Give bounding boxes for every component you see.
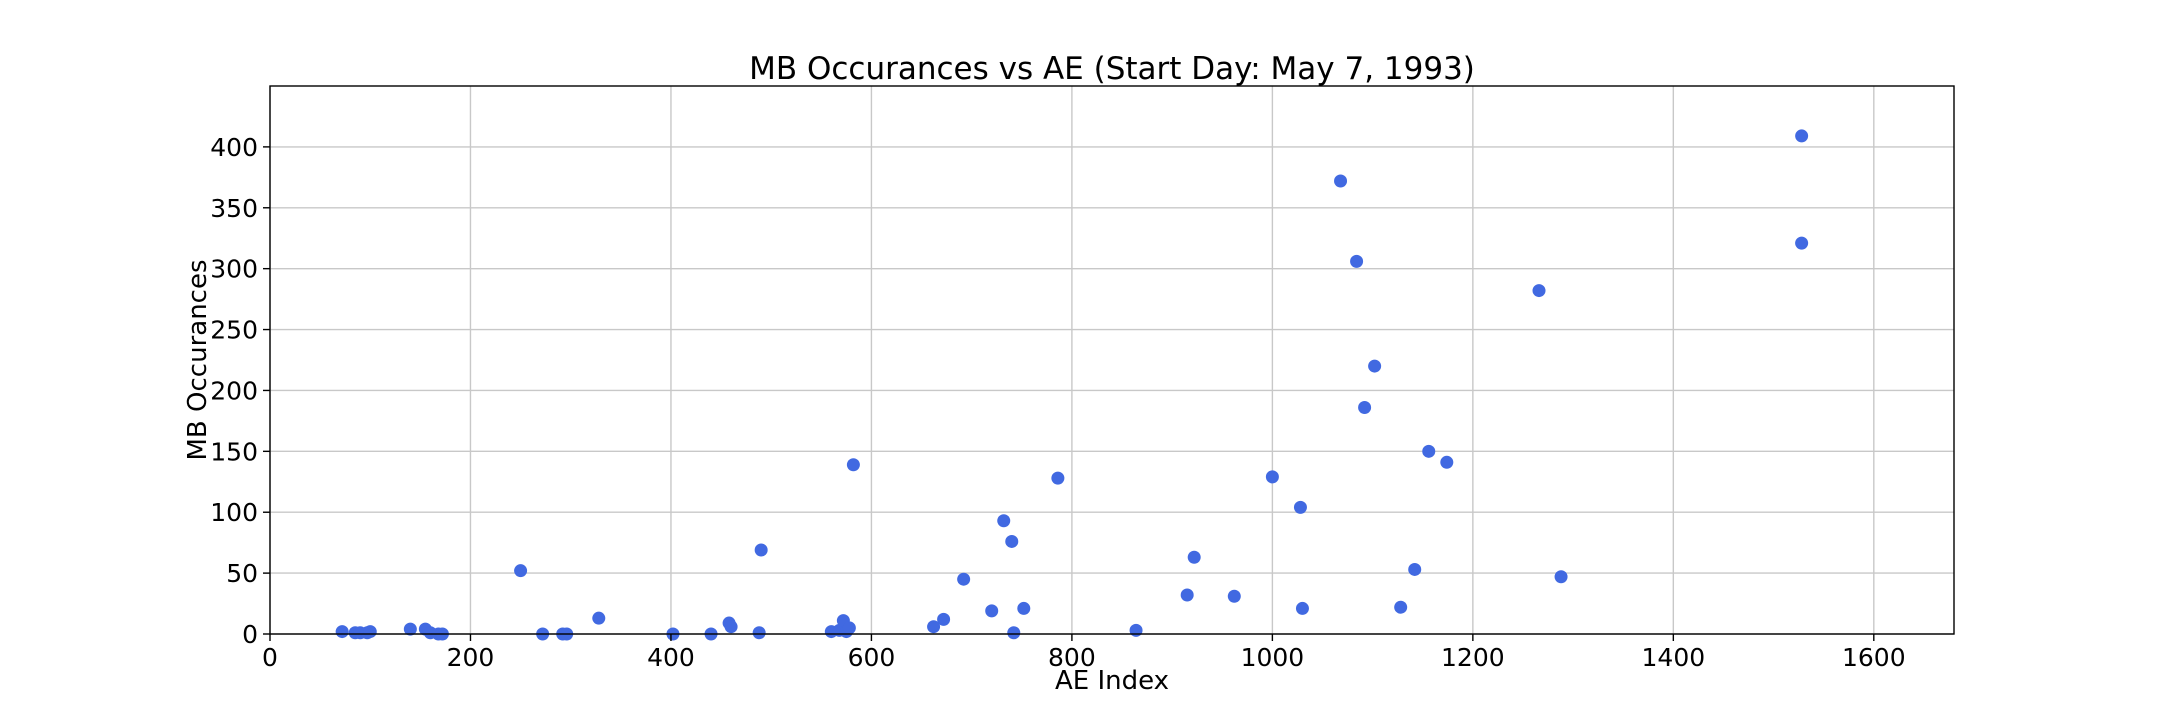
x-axis-title: AE Index: [1055, 666, 1169, 696]
data-point: [927, 620, 941, 634]
axis-ticks: 0 200 400 600 800 1000 1200 1400 1600 0 50 100 150 20…: [210, 133, 1905, 672]
data-point: [937, 612, 951, 626]
x-tick-label: 1200: [1441, 643, 1505, 672]
data-point: [1180, 588, 1194, 602]
x-tick-label: 800: [1048, 643, 1096, 672]
y-tick-label: 100: [210, 498, 258, 527]
y-tick-label: 150: [210, 437, 258, 466]
data-point: [1422, 444, 1436, 458]
chart-title: MB Occurances vs AE (Start Day: May 7, 1…: [749, 51, 1475, 87]
y-axis-title: MB Occurances: [183, 259, 213, 460]
data-point: [724, 620, 738, 634]
data-point: [957, 572, 971, 586]
data-point: [1129, 623, 1143, 637]
data-point: [403, 622, 417, 636]
x-tick-label: 0: [262, 643, 278, 672]
data-point: [1293, 500, 1307, 514]
x-tick-label: 400: [647, 643, 695, 672]
data-point: [1795, 129, 1809, 143]
data-point: [1368, 359, 1382, 373]
data-point: [1532, 284, 1546, 298]
data-point: [514, 564, 528, 578]
y-tick-label: 300: [210, 255, 258, 284]
data-point: [1187, 550, 1201, 564]
data-point: [1005, 534, 1019, 548]
data-point: [1265, 470, 1279, 484]
x-tick-label: 1000: [1241, 643, 1305, 672]
data-point: [1358, 400, 1372, 414]
plot-frame: [269, 85, 1955, 635]
data-point: [592, 611, 606, 625]
data-point: [1007, 626, 1021, 640]
x-tick-label: 200: [447, 643, 495, 672]
data-point: [754, 543, 768, 557]
data-point: [1334, 174, 1348, 188]
data-point: [363, 625, 377, 639]
x-tick-label: 1600: [1842, 643, 1906, 672]
data-points: [335, 129, 1809, 641]
data-point: [1795, 236, 1809, 250]
data-point: [1394, 600, 1408, 614]
data-point: [1350, 254, 1364, 268]
y-tick-label: 250: [210, 316, 258, 345]
y-tick-label: 400: [210, 133, 258, 162]
y-tick-label: 200: [210, 376, 258, 405]
data-point: [1408, 562, 1422, 576]
data-point: [1554, 570, 1568, 584]
data-point: [1051, 471, 1065, 485]
data-point: [846, 458, 860, 472]
data-point: [335, 625, 349, 639]
x-tick-label: 1400: [1642, 643, 1706, 672]
y-tick-label: 0: [242, 620, 258, 649]
x-tick-label: 600: [848, 643, 896, 672]
data-point: [1295, 601, 1309, 615]
grid: [269, 86, 1954, 635]
y-tick-label: 350: [210, 194, 258, 223]
data-point: [985, 604, 999, 618]
data-point: [1227, 589, 1241, 603]
y-tick-label: 50: [226, 559, 258, 588]
data-point: [997, 514, 1011, 528]
data-point: [1440, 455, 1454, 469]
data-point: [1017, 601, 1031, 615]
data-point: [752, 626, 766, 640]
data-point: [842, 621, 856, 635]
